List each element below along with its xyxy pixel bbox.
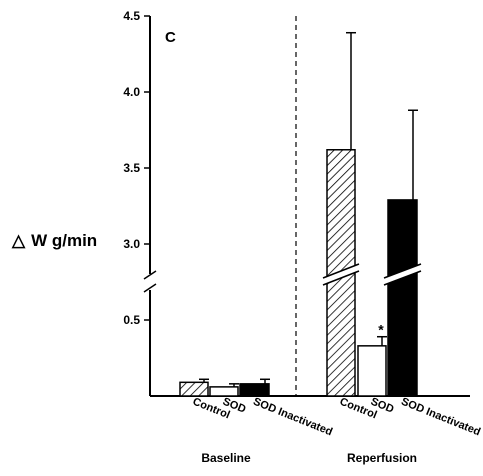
bar-reperfusion-sod [357, 345, 387, 397]
x-tick-label: SOD Inactivated [399, 396, 482, 439]
y-tick-label: 4.5 [123, 9, 140, 23]
y-axis-label-text: W g/min [31, 231, 97, 250]
bar-baseline-control [179, 381, 209, 397]
bar-break-gap [384, 264, 421, 285]
bar-break-gap [323, 264, 359, 285]
y-axis-label: △ W g/min [11, 231, 97, 250]
delta-symbol: △ [11, 231, 26, 250]
bar-baseline-sod [209, 386, 239, 397]
bar-break-line [322, 263, 360, 279]
panel-label: C [165, 29, 176, 46]
y-tick-label: 3.0 [123, 237, 140, 251]
y-tick-label: 0.5 [123, 313, 140, 327]
axis-break-mark [143, 270, 157, 280]
bar-break-line [383, 263, 422, 279]
group-label-baseline: Baseline [201, 451, 251, 465]
group-label-reperfusion: Reperfusion [347, 451, 417, 465]
y-tick-label: 4.0 [123, 85, 140, 99]
y-tick-label: 3.5 [123, 161, 140, 175]
significance-marker: * [378, 322, 384, 338]
bar-reperfusion-sod-inactivated [387, 199, 418, 397]
x-tick-label: SOD Inactivated [251, 396, 334, 439]
bar-break-line [322, 270, 360, 286]
axis-break-mark [143, 283, 157, 293]
bar-break-line [383, 270, 422, 286]
bar-baseline-sod-inactivated [239, 383, 270, 397]
